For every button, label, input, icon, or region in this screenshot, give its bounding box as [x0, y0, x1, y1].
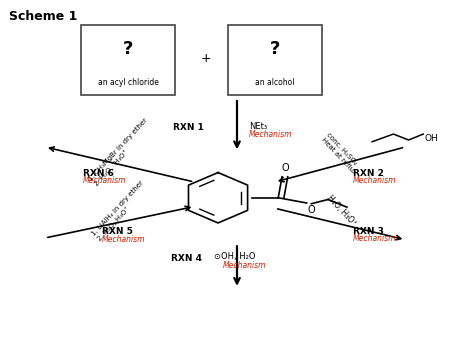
- Text: ⊙OH, H₂O: ⊙OH, H₂O: [214, 252, 256, 261]
- Text: an alcohol: an alcohol: [255, 78, 295, 87]
- Text: RXN 5: RXN 5: [102, 227, 133, 236]
- Text: RXN 1: RXN 1: [173, 123, 204, 132]
- Text: Mechanism: Mechanism: [223, 261, 266, 270]
- Text: NEt₃: NEt₃: [249, 122, 267, 131]
- Text: conc. H₂SO₄
Heat at reflux: conc. H₂SO₄ Heat at reflux: [320, 132, 363, 176]
- Text: 1. CH₃MgBr in dry ether
2. H₂O,  H₃O⁺: 1. CH₃MgBr in dry ether 2. H₂O, H₃O⁺: [88, 117, 154, 187]
- Text: RXN 6: RXN 6: [83, 169, 114, 178]
- Text: +: +: [201, 52, 211, 65]
- Text: RXN 3: RXN 3: [353, 226, 384, 236]
- Text: Mechanism: Mechanism: [353, 234, 397, 243]
- Text: Mechanism: Mechanism: [353, 176, 397, 186]
- Text: Mechanism: Mechanism: [249, 130, 292, 139]
- Text: an acyl chloride: an acyl chloride: [98, 78, 158, 87]
- Text: Scheme 1: Scheme 1: [9, 10, 78, 23]
- Text: ?: ?: [123, 40, 133, 58]
- Text: RXN 2: RXN 2: [353, 169, 384, 178]
- Text: ?: ?: [270, 40, 280, 58]
- Text: Mechanism: Mechanism: [83, 176, 127, 186]
- Text: O: O: [308, 205, 315, 215]
- Text: RXN 4: RXN 4: [171, 254, 201, 263]
- Text: H₂O, H₃O⁺: H₂O, H₃O⁺: [325, 194, 358, 228]
- Bar: [228, 25, 322, 94]
- Text: Mechanism: Mechanism: [102, 235, 146, 244]
- Text: O: O: [281, 162, 289, 173]
- Text: OH: OH: [424, 134, 438, 143]
- Bar: [81, 25, 175, 94]
- Text: 1. LiAlH₄ in dry ether
2. H₂O, H₃O⁺: 1. LiAlH₄ in dry ether 2. H₂O, H₃O⁺: [91, 179, 151, 242]
